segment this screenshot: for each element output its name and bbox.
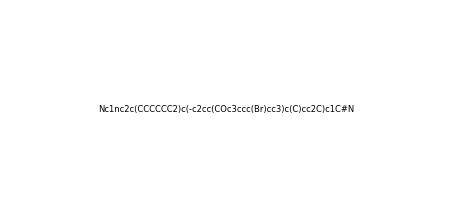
Text: Nc1nc2c(CCCCCC2)c(-c2cc(COc3ccc(Br)cc3)c(C)cc2C)c1C#N: Nc1nc2c(CCCCCC2)c(-c2cc(COc3ccc(Br)cc3)c… xyxy=(98,105,353,114)
